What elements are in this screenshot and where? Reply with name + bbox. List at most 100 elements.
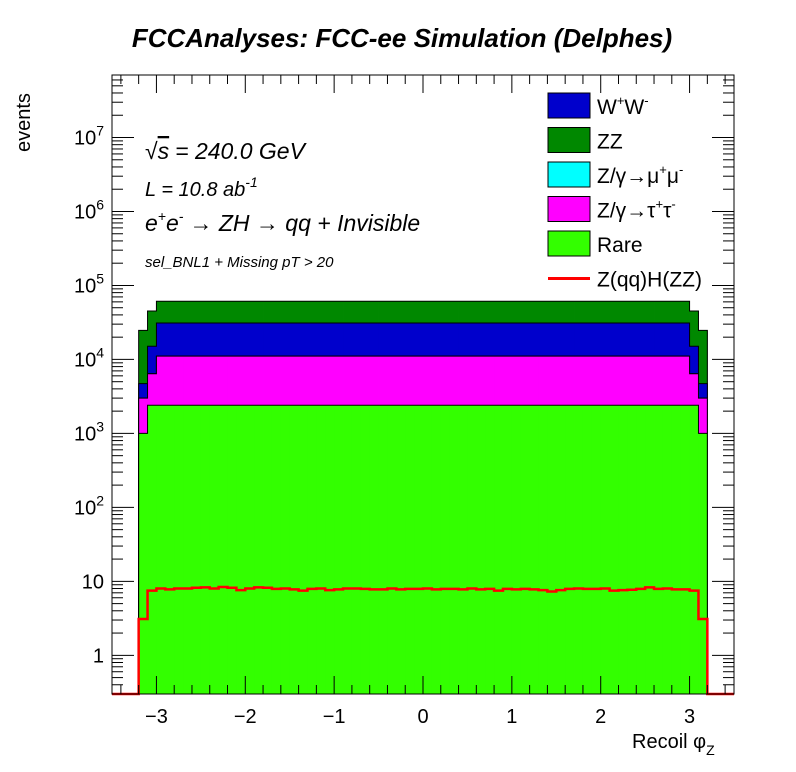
- bar-rare: [600, 405, 610, 694]
- y-tick-base: 10: [74, 128, 96, 150]
- legend-label: Z(qq)H(ZZ): [597, 269, 702, 292]
- y-tick-exp: 5: [96, 270, 104, 286]
- legend-entry-zz: ZZ: [547, 127, 623, 154]
- x-tick-label: −1: [323, 706, 346, 728]
- sqrt-s-value: = 240.0 GeV: [175, 138, 307, 164]
- legend-label-sup: +: [617, 93, 625, 108]
- legend-label-mid: τ: [663, 200, 672, 223]
- bar-rare: [351, 405, 362, 694]
- legend-label-mid: W: [624, 96, 644, 119]
- y-tick-exp: 7: [96, 123, 104, 139]
- legend-label: Z/γ→μ+μ-: [597, 162, 683, 188]
- x-tick-label: −3: [145, 706, 168, 728]
- y-tick-base: 10: [74, 275, 96, 297]
- x-axis-label-sub: Z: [706, 742, 715, 758]
- bar-rare: [138, 433, 148, 694]
- sqrt-s-var: s: [158, 138, 170, 164]
- x-tick-label: 3: [684, 706, 695, 728]
- y-tick-label: 102: [74, 492, 104, 519]
- x-tick-label: 2: [595, 706, 606, 728]
- process-text: → ZH → qq + Invisible: [189, 210, 420, 236]
- bar-rare: [165, 405, 175, 694]
- bar-rare: [387, 405, 397, 694]
- y-tick-base: 10: [74, 423, 96, 445]
- bar-rare: [147, 405, 157, 694]
- bar-rare: [485, 405, 495, 694]
- bar-rare: [263, 405, 273, 694]
- lumi-exp: -1: [245, 174, 257, 190]
- bar-rare: [369, 405, 379, 694]
- annotation-lumi: L = 10.8 ab-1: [145, 174, 258, 201]
- bar-rare: [218, 405, 228, 694]
- outline-tautau: [138, 355, 708, 694]
- bar-rare: [680, 405, 690, 694]
- bar-rare: [618, 405, 628, 694]
- bar-rare: [334, 405, 344, 694]
- y-tick-label: 10: [82, 571, 104, 593]
- bar-rare: [440, 405, 451, 694]
- bar-rare: [565, 405, 575, 694]
- bar-rare: [520, 405, 531, 694]
- legend-label-main: W: [597, 96, 617, 119]
- y-tick-base: 10: [74, 497, 96, 519]
- bar-rare: [183, 405, 193, 694]
- y-tick-label: 1: [93, 645, 104, 667]
- lumi-text: L = 10.8 ab: [145, 179, 245, 201]
- y-tick-exp: 6: [96, 196, 104, 212]
- y-tick-exp: 3: [96, 418, 104, 434]
- bar-rare: [556, 405, 566, 694]
- legend-label-main: ZZ: [597, 131, 623, 154]
- bar-rare: [467, 405, 477, 694]
- outline-zz: [138, 300, 708, 694]
- legend-entry-signal: Z(qq)H(ZZ): [548, 269, 702, 292]
- bar-rare: [671, 405, 682, 694]
- x-axis-label: Recoil φZ: [632, 731, 715, 758]
- bar-rare: [494, 405, 504, 694]
- bar-rare: [511, 405, 522, 694]
- legend-label-main: Z/γ→τ: [597, 200, 656, 223]
- legend-entry-tautau: Z/γ→τ+τ-: [547, 196, 676, 223]
- outline-ww: [138, 322, 708, 694]
- legend-swatch: [547, 127, 591, 153]
- legend-label-sup: +: [659, 162, 667, 177]
- bar-rare: [645, 405, 655, 694]
- bar-rare: [191, 405, 202, 694]
- y-tick-exp: 2: [96, 492, 104, 508]
- bar-rare: [458, 405, 468, 694]
- series-rare: [138, 404, 708, 694]
- bar-rare: [529, 405, 539, 694]
- y-tick-base: 10: [74, 201, 96, 223]
- signal-layer: [112, 585, 734, 696]
- bar-rare: [236, 405, 246, 694]
- bar-rare: [662, 405, 673, 694]
- bar-rare: [307, 405, 317, 694]
- bar-rare: [156, 405, 166, 694]
- bar-rare: [423, 405, 433, 694]
- bar-rare: [476, 405, 486, 694]
- x-axis-label-main: Recoil φ: [632, 731, 706, 753]
- bar-rare: [414, 405, 424, 694]
- annotation-process: e+e- → ZH → qq + Invisible: [145, 208, 420, 236]
- bar-rare: [245, 405, 255, 694]
- y-tick-label: 104: [74, 344, 104, 371]
- bar-rare: [689, 405, 699, 694]
- process-sup2: -: [179, 208, 184, 224]
- x-tick-label: −2: [234, 706, 257, 728]
- annotation-sqrt-s: √s = 240.0 GeV: [145, 138, 308, 164]
- sqrt-symbol: √: [145, 138, 158, 164]
- y-tick-label: 105: [74, 270, 104, 297]
- histogram-layer: [138, 300, 708, 694]
- bar-rare: [582, 405, 593, 694]
- y-tick-label: 103: [74, 418, 104, 445]
- process-e2: e: [166, 210, 179, 236]
- bar-rare: [174, 405, 184, 694]
- y-tick-exp: 4: [96, 344, 104, 360]
- legend-label-mid: μ: [667, 165, 679, 188]
- chart-title: FCCAnalyses: FCC-ee Simulation (Delphes): [132, 23, 672, 53]
- bar-rare: [405, 405, 415, 694]
- bar-rare: [636, 405, 646, 694]
- bar-rare: [698, 433, 708, 694]
